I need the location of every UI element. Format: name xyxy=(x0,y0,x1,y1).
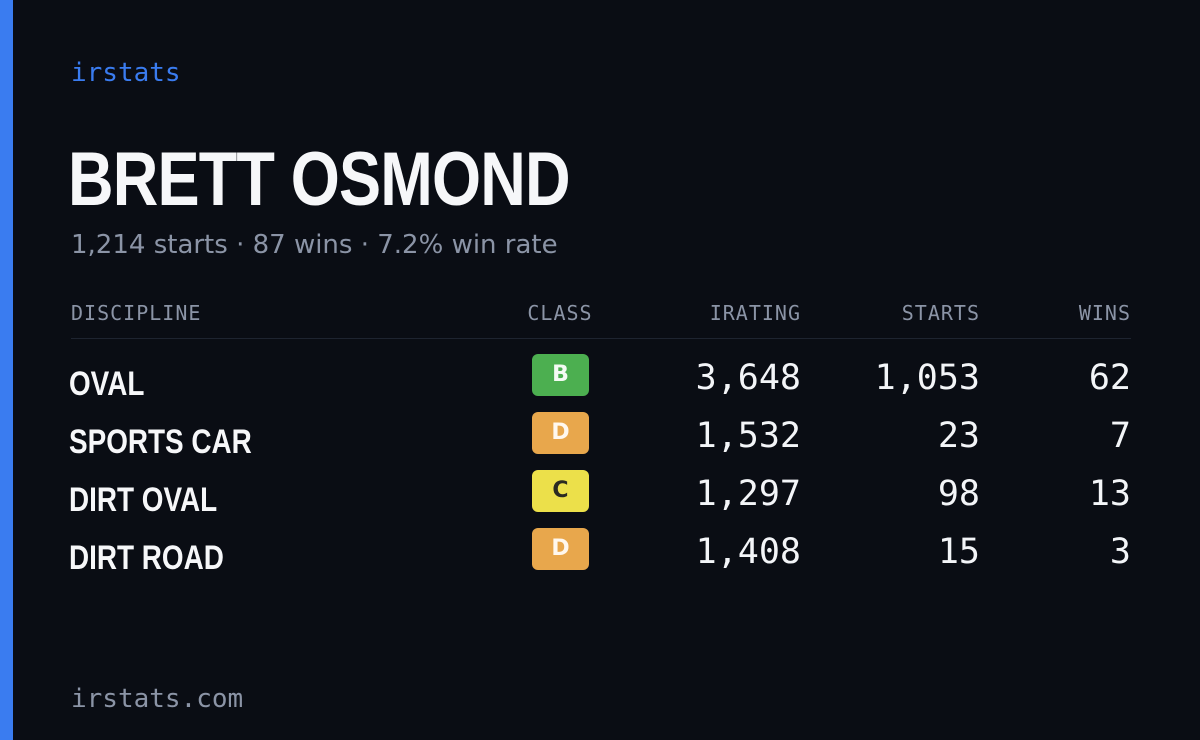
header-irating: IRATING xyxy=(709,301,801,325)
wins-value: 62 xyxy=(1088,358,1131,398)
irating-value: 1,408 xyxy=(695,532,801,572)
wins-value: 13 xyxy=(1088,474,1131,514)
table-row: DIRT OVAL C 1,297 98 13 xyxy=(69,466,1131,524)
table-row: DIRT ROAD D 1,408 15 3 xyxy=(69,524,1131,582)
header-wins: WINS xyxy=(1078,301,1131,325)
irating-value: 1,532 xyxy=(695,416,801,456)
table-row: SPORTS CAR D 1,532 23 7 xyxy=(69,408,1131,466)
header-starts: STARTS xyxy=(901,301,980,325)
stats-table: OVAL B 3,648 1,053 62 SPORTS CAR D 1,532… xyxy=(69,350,1131,582)
wins-value: 3 xyxy=(1109,532,1131,572)
discipline-name: OVAL xyxy=(69,365,145,403)
class-badge: B xyxy=(532,354,589,396)
wins-value: 7 xyxy=(1109,416,1131,456)
discipline-name: SPORTS CAR xyxy=(69,423,252,461)
starts-value: 1,053 xyxy=(874,358,980,398)
header-discipline: DISCIPLINE xyxy=(71,301,202,325)
footer-url[interactable]: irstats.com xyxy=(71,684,244,714)
class-badge: D xyxy=(532,528,589,570)
driver-name: BRETT OSMOND xyxy=(68,137,571,222)
discipline-name: DIRT OVAL xyxy=(69,481,218,519)
starts-value: 15 xyxy=(937,532,980,572)
table-header: DISCIPLINE CLASS IRATING STARTS WINS xyxy=(71,298,1131,339)
class-badge: D xyxy=(532,412,589,454)
brand-logo: irstats xyxy=(71,58,181,88)
discipline-name: DIRT ROAD xyxy=(69,539,224,577)
driver-summary: 1,214 starts · 87 wins · 7.2% win rate xyxy=(71,230,558,260)
starts-value: 23 xyxy=(937,416,980,456)
starts-value: 98 xyxy=(937,474,980,514)
class-badge: C xyxy=(532,470,589,512)
irating-value: 1,297 xyxy=(695,474,801,514)
table-row: OVAL B 3,648 1,053 62 xyxy=(69,350,1131,408)
header-class: CLASS xyxy=(527,301,593,325)
irating-value: 3,648 xyxy=(695,358,801,398)
accent-bar xyxy=(0,0,13,740)
